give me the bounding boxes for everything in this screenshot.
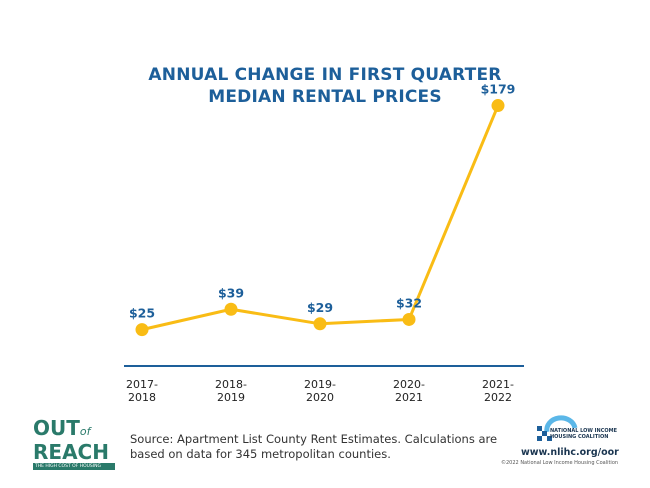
chart-title: ANNUAL CHANGE IN FIRST QUARTER MEDIAN RE…: [0, 64, 650, 108]
out-of-reach-logo: OUTof REACH THE HIGH COST OF HOUSING: [33, 418, 115, 470]
chart-title-line-1: ANNUAL CHANGE IN FIRST QUARTER: [148, 65, 502, 85]
x-tick-label-3: 2019-2020: [304, 378, 336, 404]
x-tick-label-5: 2021-2022: [482, 378, 514, 404]
x-tick-label-4: 2020-2021: [393, 378, 425, 404]
data-labels: $25 $39 $29 $32 $179: [129, 82, 515, 321]
logo-tagline: THE HIGH COST OF HOUSING: [33, 463, 115, 470]
data-label-3: $29: [307, 300, 333, 315]
x-tick-labels: 2017-2018 2018-2019 2019-2020 2020-2021 2021…: [126, 378, 514, 404]
data-point-4: [402, 312, 416, 326]
x-tick-label-1: 2017-2018: [126, 378, 158, 404]
logo-of-text: of: [79, 425, 91, 438]
series-line: [141, 104, 500, 332]
house-icon: [537, 415, 578, 441]
nlihc-url: www.nlihc.org/oor: [521, 447, 619, 458]
source-note: Source: Apartment List County Rent Estim…: [130, 432, 498, 461]
chart-title-line-2: MEDIAN RENTAL PRICES: [208, 87, 442, 107]
data-point-2: [224, 302, 238, 316]
data-points: [135, 99, 505, 337]
data-label-5: $179: [481, 82, 516, 97]
data-label-4: $32: [396, 295, 422, 310]
copyright-note: ©2022 National Low Income Housing Coalit…: [501, 460, 619, 466]
data-point-1: [135, 323, 149, 337]
nlihc-name-line-2: HOUSING COALITION: [550, 434, 609, 440]
data-point-3: [313, 317, 327, 331]
data-label-1: $25: [129, 306, 155, 321]
series-line-path: [141, 104, 500, 332]
nlihc-name-line-1: NATIONAL LOW INCOME: [550, 428, 618, 434]
data-point-5: [491, 99, 505, 113]
x-tick-label-2: 2018-2019: [215, 378, 247, 404]
logo-reach-text: REACH: [33, 440, 109, 464]
logo-out-text: OUT: [33, 416, 80, 440]
data-label-2: $39: [218, 285, 244, 300]
